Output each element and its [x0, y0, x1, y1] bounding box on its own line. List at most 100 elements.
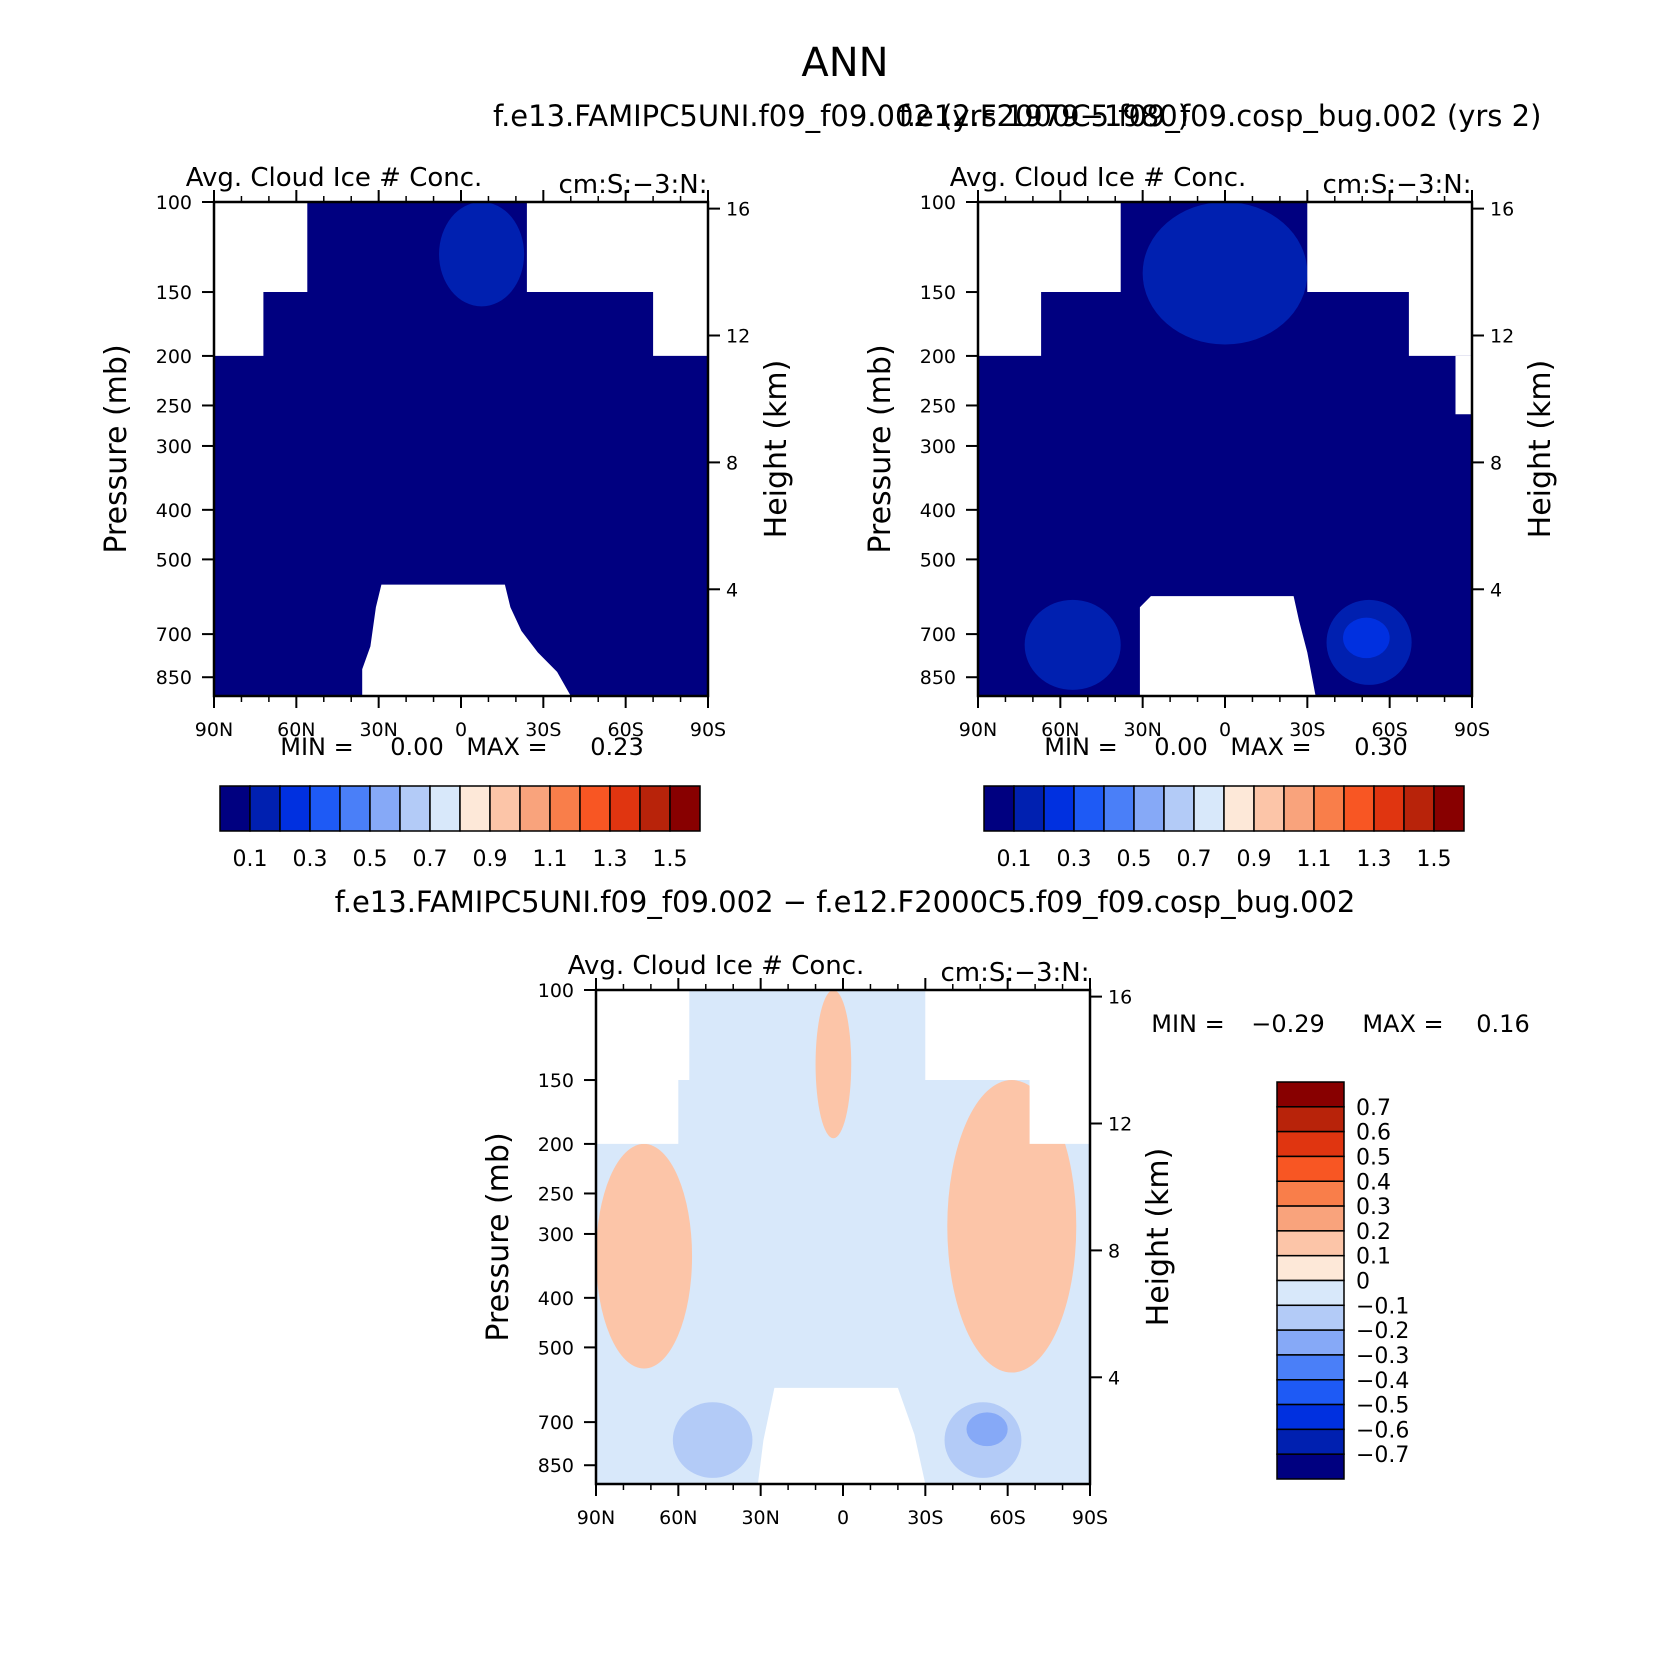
x-tick-label: 60N	[277, 719, 315, 741]
colorbar-label: 0.7	[1356, 1096, 1391, 1121]
colorbar-swatch	[1276, 1453, 1345, 1480]
panels: f.e13.FAMIPC5UNI.f09_f09.002 (yrs 1979−1…	[99, 99, 1558, 1529]
contour-blob	[596, 1143, 693, 1369]
missing-data-mask	[1455, 355, 1472, 415]
y-tick-label: 700	[920, 624, 956, 646]
case-title: f.e13.FAMIPC5UNI.f09_f09.002 − f.e12.F20…	[335, 885, 1356, 919]
missing-data-mask	[978, 202, 1121, 292]
colorbar-swatch	[579, 785, 611, 832]
plot-title: Avg. Cloud Ice # Conc.	[950, 163, 1247, 193]
colorbar-label: 0.1	[997, 847, 1032, 872]
missing-data-mask	[1408, 292, 1472, 356]
colorbar-swatch	[1276, 1254, 1345, 1282]
y-axis-label-right: Height (km)	[1141, 1148, 1176, 1327]
y-tick-label: 300	[920, 436, 956, 458]
colorbar-label: 0.9	[473, 847, 508, 872]
x-tick-label: 60N	[1041, 719, 1079, 741]
colorbar-swatch	[983, 785, 1015, 832]
plot-title: Avg. Cloud Ice # Conc.	[568, 951, 865, 981]
y-tick-label: 250	[920, 395, 956, 417]
colorbar-label: 1.1	[533, 847, 568, 872]
y-tick-label: 300	[156, 436, 192, 458]
colorbar-swatch	[219, 785, 251, 832]
colorbar-label: 1.3	[593, 847, 628, 872]
colorbar-label: −0.2	[1356, 1319, 1409, 1344]
colorbar-swatch	[1133, 785, 1165, 832]
colorbar-swatch	[309, 785, 341, 832]
height-tick-label: 12	[1108, 1114, 1132, 1136]
colorbar-swatch	[609, 785, 641, 832]
height-tick-label: 8	[1108, 1240, 1120, 1262]
y-tick-label: 400	[538, 1288, 574, 1310]
min-label: MIN =	[280, 733, 353, 761]
y-tick-label: 150	[920, 282, 956, 304]
colorbar-swatch	[549, 785, 581, 832]
colorbar-label: 0.6	[1356, 1121, 1391, 1146]
missing-data-mask	[653, 292, 708, 356]
colorbar-label: 1.5	[1417, 847, 1452, 872]
max-value: 0.23	[590, 733, 643, 761]
x-tick-label: 60S	[990, 1507, 1026, 1529]
colorbar-label: 0	[1356, 1270, 1370, 1295]
colorbar-swatch	[399, 785, 431, 832]
max-label: MAX =	[466, 733, 547, 761]
colorbar-label: 0.7	[413, 847, 448, 872]
colorbar-swatch	[279, 785, 311, 832]
plot-units: cm:S:−3:N:	[559, 170, 708, 200]
x-tick-label: 30S	[525, 719, 561, 741]
panel-3: f.e13.FAMIPC5UNI.f09_f09.002 − f.e12.F20…	[335, 885, 1530, 1529]
colorbar-swatch	[1276, 1329, 1345, 1356]
height-tick-label: 16	[1490, 199, 1514, 221]
colorbar-swatch	[1276, 1205, 1345, 1232]
x-tick-label: 30S	[1289, 719, 1325, 741]
colorbar-label: −0.1	[1356, 1294, 1409, 1319]
colorbar-label: 1.3	[1357, 847, 1392, 872]
missing-data-mask	[214, 292, 264, 356]
colorbar-label: 0.1	[1356, 1245, 1391, 1270]
colorbar-swatch	[1276, 1428, 1345, 1455]
x-tick-label: 90N	[577, 1507, 615, 1529]
contour-blob	[947, 1080, 1077, 1373]
min-value: −0.29	[1251, 1010, 1325, 1038]
plot-area	[214, 202, 708, 696]
missing-data-mask	[596, 990, 690, 1080]
colorbar-swatch	[519, 785, 551, 832]
colorbar-swatch	[1276, 1403, 1345, 1431]
colorbar-swatch	[669, 785, 701, 832]
plot-area	[596, 990, 1090, 1484]
colorbar-swatch	[1193, 785, 1225, 832]
height-tick-label: 16	[726, 199, 750, 221]
page-title: ANN	[801, 40, 888, 86]
y-tick-label: 100	[156, 192, 192, 214]
colorbar-swatch	[1276, 1130, 1345, 1158]
colorbar-swatch	[1276, 1379, 1345, 1406]
colorbar-label: −0.3	[1356, 1344, 1409, 1369]
y-tick-label: 500	[538, 1337, 574, 1359]
y-tick-label: 850	[920, 667, 956, 689]
colorbar-label: 0.3	[1057, 847, 1092, 872]
y-tick-label: 700	[156, 624, 192, 646]
x-tick-label: 30S	[907, 1507, 943, 1529]
colorbar-label: 0.4	[1356, 1170, 1391, 1195]
x-tick-label: 90N	[959, 719, 997, 741]
colorbar-label: 0.3	[1356, 1195, 1391, 1220]
colorbar: 0.1 0.3 0.5 0.7 0.9 1.1 1.3 1.5	[983, 785, 1465, 872]
colorbar-label: 0.2	[1356, 1220, 1391, 1245]
missing-data-mask	[1307, 202, 1472, 292]
colorbar-label: 1.5	[653, 847, 688, 872]
y-tick-label: 850	[156, 667, 192, 689]
case-title: f.e13.FAMIPC5UNI.f09_f09.002 (yrs 1979−1…	[493, 99, 1189, 133]
x-tick-label: 60S	[1372, 719, 1408, 741]
colorbar-label: 0.9	[1237, 847, 1272, 872]
y-tick-label: 400	[920, 500, 956, 522]
colorbar-swatch	[1276, 1106, 1345, 1133]
y-axis-label-right: Height (km)	[1523, 360, 1558, 539]
plot-units: cm:S:−3:N:	[941, 958, 1090, 988]
missing-data-mask	[526, 202, 708, 292]
contour-blob	[672, 1402, 753, 1478]
missing-data-mask	[362, 584, 571, 696]
colorbar-swatch	[1276, 1180, 1345, 1207]
max-label: MAX =	[1362, 1010, 1443, 1038]
colorbar-swatch	[639, 785, 671, 832]
